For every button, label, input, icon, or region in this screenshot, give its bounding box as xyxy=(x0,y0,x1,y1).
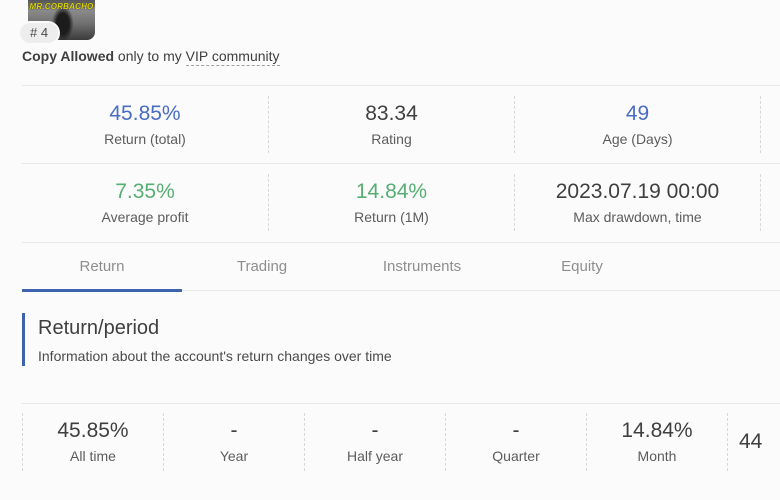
copy-allowed-middle-text: only to my xyxy=(114,48,186,64)
copy-allowed-label: Copy Allowed xyxy=(22,48,115,64)
section-subtitle: Information about the account's return c… xyxy=(38,348,392,364)
period-quarter-value: - xyxy=(512,419,520,442)
stat-rating-label: Rating xyxy=(371,130,412,147)
period-year-label: Year xyxy=(219,448,249,464)
period-year: - Year xyxy=(163,413,304,471)
period-quarter: - Quarter xyxy=(445,413,586,471)
stat-row2-clipped-cell xyxy=(760,174,780,231)
return-period-section-head: Return/period Information about the acco… xyxy=(22,313,392,366)
period-month-label: Month xyxy=(637,448,677,464)
stat-average-profit-label: Average profit xyxy=(101,208,189,225)
period-month: 14.84% Month xyxy=(586,413,727,471)
stat-age-days-value: 49 xyxy=(625,101,650,125)
period-quarter-label: Quarter xyxy=(492,448,540,464)
period-month-value: 14.84% xyxy=(621,419,693,442)
period-all-time: 45.85% All time xyxy=(22,413,163,471)
rank-badge: # 4 xyxy=(20,23,59,43)
return-period-block: 45.85% All time - Year - Half year - Qua… xyxy=(0,403,780,480)
stat-average-profit: 7.35% Average profit xyxy=(22,174,268,231)
period-all-time-value: 45.85% xyxy=(57,419,129,442)
stat-max-drawdown-value: 2023.07.19 00:00 xyxy=(555,179,720,203)
stats-row-1: 45.85% Return (total) 83.34 Rating 49 Ag… xyxy=(22,85,780,163)
avatar-caption-text: MR.CORBACHO xyxy=(29,2,94,11)
copy-allowed-line: Copy Allowed only to my VIP community xyxy=(22,48,280,66)
stat-return-total-value: 45.85% xyxy=(109,101,181,125)
period-half-year-value: - xyxy=(371,419,379,442)
stat-rating: 83.34 Rating xyxy=(268,96,514,153)
key-stats-block: 45.85% Return (total) 83.34 Rating 49 Ag… xyxy=(0,85,780,241)
stat-return-1m-label: Return (1M) xyxy=(354,208,429,225)
period-half-year-label: Half year xyxy=(346,448,404,464)
stat-return-total-label: Return (total) xyxy=(104,130,186,147)
stat-max-drawdown-label: Max drawdown, time xyxy=(573,208,702,225)
detail-tabs: Return Trading Instruments Equity xyxy=(22,242,780,292)
period-stats-row: 45.85% All time - Year - Half year - Qua… xyxy=(22,403,780,480)
tab-trading[interactable]: Trading xyxy=(236,258,288,275)
period-clipped-cell: 44 xyxy=(727,413,780,471)
tab-equity[interactable]: Equity xyxy=(561,258,603,275)
period-year-value: - xyxy=(230,419,238,442)
stat-return-1m: 14.84% Return (1M) xyxy=(268,174,514,231)
tab-instruments[interactable]: Instruments xyxy=(382,258,462,275)
period-half-year: - Half year xyxy=(304,413,445,471)
stat-return-total: 45.85% Return (total) xyxy=(22,96,268,153)
stat-return-1m-value: 14.84% xyxy=(355,179,428,203)
stat-age-days: 49 Age (Days) xyxy=(514,96,760,153)
section-title: Return/period xyxy=(38,317,160,339)
period-clipped-value: 44 xyxy=(739,430,763,453)
stat-max-drawdown: 2023.07.19 00:00 Max drawdown, time xyxy=(514,174,760,231)
stat-row1-clipped-cell xyxy=(760,96,780,153)
stat-rating-value: 83.34 xyxy=(365,101,418,125)
vip-community-link[interactable]: VIP community xyxy=(185,48,280,66)
stats-row-2: 7.35% Average profit 14.84% Return (1M) … xyxy=(22,163,780,241)
stat-age-days-label: Age (Days) xyxy=(602,130,673,147)
stat-average-profit-value: 7.35% xyxy=(115,179,175,203)
tab-return[interactable]: Return xyxy=(22,243,182,292)
period-all-time-label: All time xyxy=(70,448,116,464)
profile-avatar-wrap: MR.CORBACHO # 4 xyxy=(20,0,95,43)
